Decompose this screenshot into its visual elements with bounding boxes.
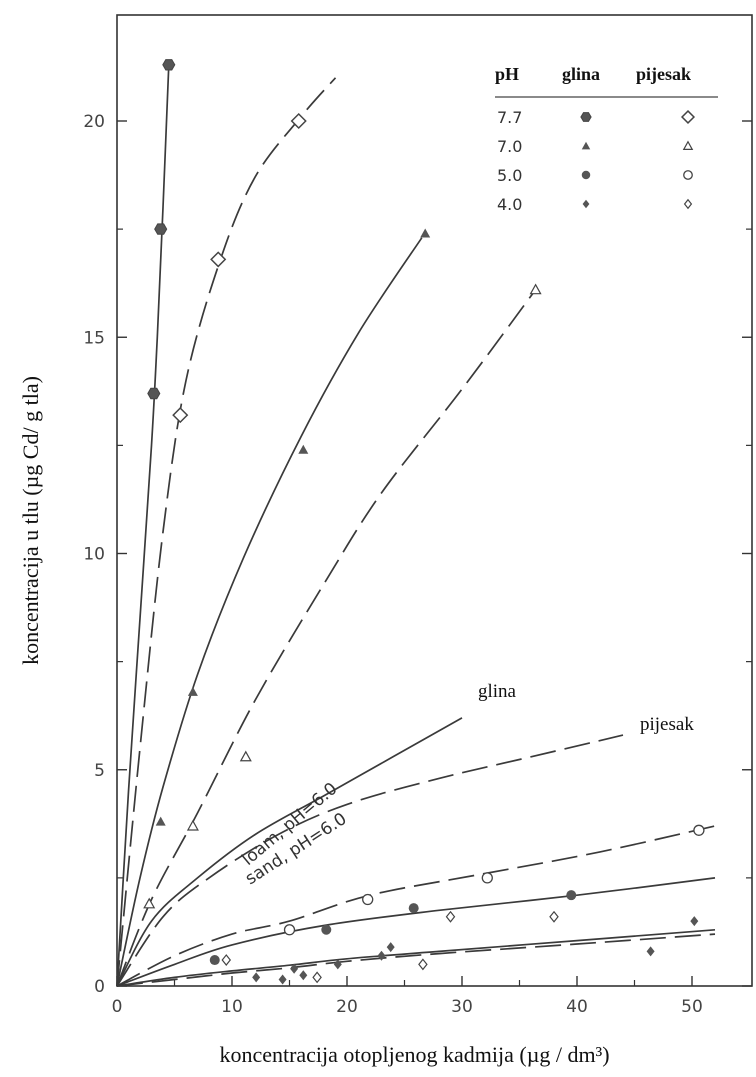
legend: pH glina pijesak 7.7 7.0 5.0 4.0 [495,64,718,214]
curve-glina-ph-6-0 [116,717,463,987]
legend-pijesak-marker [682,140,694,150]
curve-glina-ph-7-0 [116,237,423,987]
legend-glina-marker [580,112,592,122]
legend-header: glina [562,64,600,84]
x-tick-label: 30 [451,997,473,1017]
y-tick-label: 0 [94,977,105,997]
legend-glina-marker [581,141,591,150]
curve-glina-ph-4-0 [116,928,716,987]
data-point [646,946,655,957]
data-point [549,910,559,923]
curve-glina-ph-7-7 [116,64,170,987]
data-point [529,283,542,295]
curve-pijesak-ph-4-0 [116,933,716,987]
data-point [566,890,577,901]
y-axis-title: koncentracija u tlu (µg Cd/ g tla) [18,376,43,665]
data-point [278,974,287,985]
x-tick-label: 40 [566,997,588,1017]
data-points [143,59,705,985]
axes: 0 10 20 30 40 50 0 5 10 15 20 koncentracija otoplje… [18,14,753,1067]
legend-ph: 7.7 [497,108,522,127]
data-point [418,958,428,971]
data-point [420,228,431,238]
legend-header: pijesak [636,64,691,84]
data-point [186,819,199,831]
data-point [154,223,168,235]
legend-ph: 4.0 [497,195,522,214]
x-tick-label: 10 [221,997,243,1017]
x-tick-label: 0 [112,997,123,1017]
data-point [298,444,309,454]
legend-glina-marker [582,199,590,209]
data-point [693,824,705,836]
data-point [690,916,699,927]
data-point [143,897,156,909]
legend-pijesak-marker [683,198,693,210]
data-point [312,971,322,984]
curves [116,64,716,987]
glina-label: glina [478,681,517,702]
legend-glina-marker [581,170,591,180]
x-tick-label: 50 [681,997,703,1017]
data-point [210,251,227,268]
data-point [333,959,342,970]
curve-pijesak-ph-7-7 [116,77,337,987]
data-point [408,903,419,914]
data-point [239,750,252,762]
data-point [221,954,232,967]
data-point [481,872,493,884]
data-point [283,924,296,936]
curve-pijesak-ph-7-0 [116,289,537,987]
legend-ph: 5.0 [497,166,522,185]
y-tick-label: 20 [83,112,105,132]
y-tick-label: 15 [83,328,105,348]
data-point [252,972,261,983]
pijesak-label: pijesak [640,714,694,735]
y-tick-label: 10 [83,545,105,565]
curve-glina-ph-5-0 [116,877,716,987]
data-point [290,963,299,974]
data-point [386,942,395,953]
data-point [187,686,198,696]
data-point [147,387,161,400]
legend-pijesak-marker [683,170,693,180]
data-point [290,112,307,130]
data-point [162,59,176,71]
x-axis-title: koncentracija otopljenog kadmija (µg / d… [219,1042,609,1067]
data-point [377,950,386,961]
data-point [209,955,220,966]
data-point [155,816,166,826]
data-point [321,924,332,935]
legend-header: pH [495,64,519,84]
data-point [172,407,189,424]
legend-ph: 7.0 [497,137,522,156]
x-tick-label: 20 [336,997,358,1017]
legend-pijesak-marker [680,109,696,125]
plot-frame [116,14,753,987]
data-point [445,910,456,923]
data-point [299,970,308,981]
y-tick-label: 5 [94,761,105,781]
curve-pijesak-ph-5-0 [116,825,716,987]
data-point [362,893,374,906]
curve-pijesak-ph-6-0 [116,734,624,987]
